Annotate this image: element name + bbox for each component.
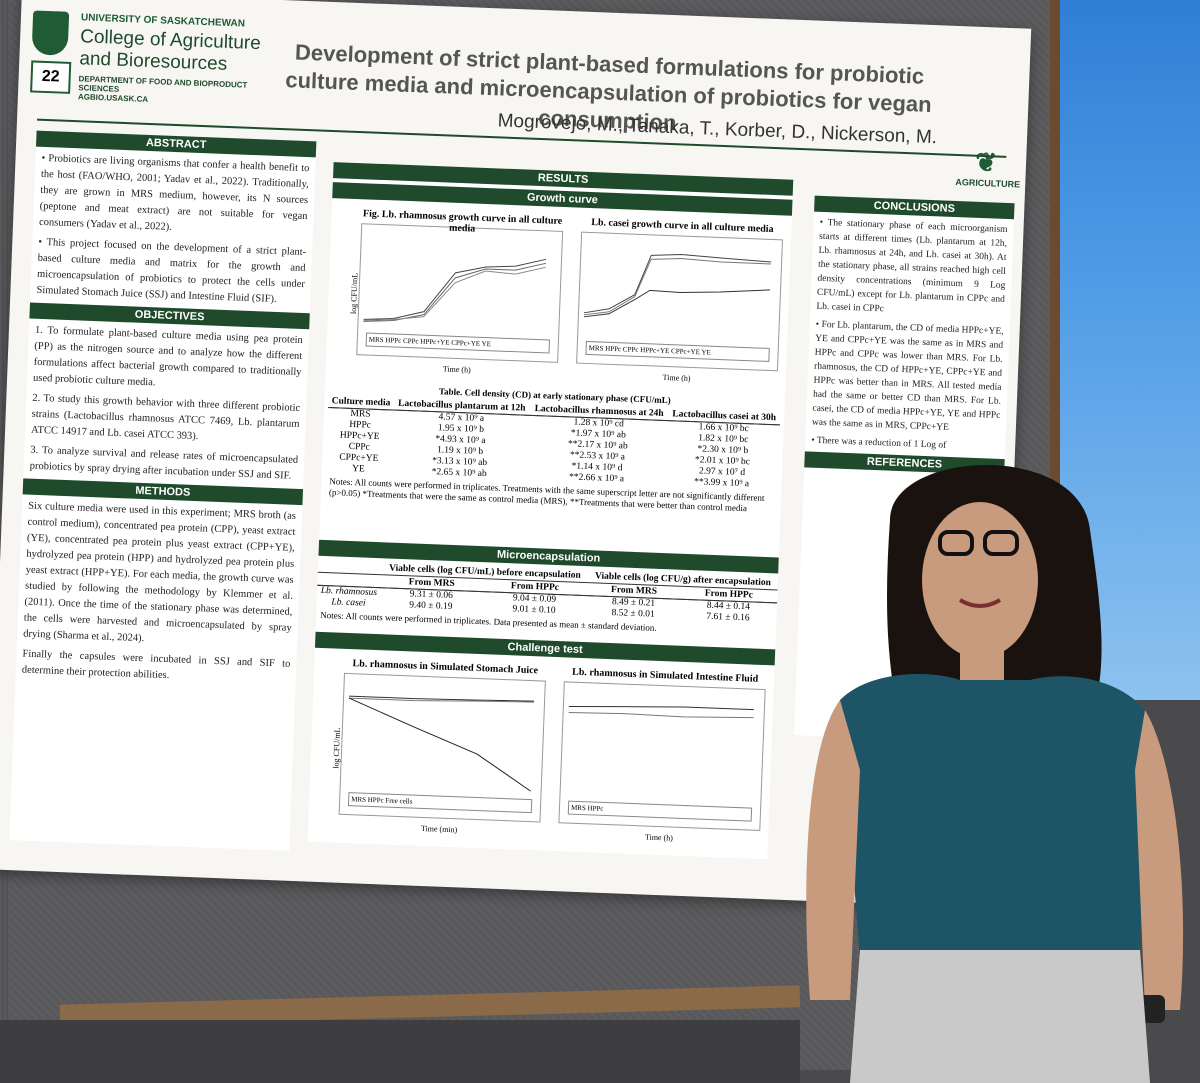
sif-title: Lb. rhamnosus in Simulated Intestine Flu… (571, 666, 759, 685)
left-arm (806, 700, 860, 1000)
smile (958, 598, 1002, 608)
conclusion-p1: • The stationary phase of each microorga… (816, 217, 1008, 315)
microencapsulation-block: Microencapsulation Viable cells (log CFU… (316, 539, 779, 641)
glasses-left (938, 530, 974, 556)
research-poster: 22 UNIVERSITY OF SASKATCHEWAN College of… (0, 0, 1032, 909)
left-column: ABSTRACT • Probiotics are living organis… (9, 130, 317, 851)
rhamnosus-curves (363, 258, 547, 322)
rhamnosus-xlabel: Time (h) (442, 364, 471, 375)
abstract-p2: • This project focused on the developmen… (36, 236, 307, 305)
sif-curves (568, 706, 754, 719)
rhamnosus-growth-chart: Fig. Lb. rhamnosus growth curve in all c… (349, 208, 564, 375)
trousers (850, 950, 1150, 1083)
sif-xlabel: Time (h) (644, 832, 674, 843)
sif-chart: Lb. rhamnosus in Simulated Intestine Flu… (558, 667, 766, 843)
ssj-title: Lb. rhamnosus in Simulated Stomach Juice (352, 658, 539, 677)
objective-3: 3. To analyze survival and release rates… (29, 444, 299, 482)
agriculture-logo: ❦ AGRICULTURE (955, 146, 1021, 190)
conclusions-heading: CONCLUSIONS (814, 195, 1015, 220)
objective-2: 2. To study this growth behavior with th… (30, 392, 301, 443)
casei-growth-chart: Lb. casei growth curve in all culture me… (576, 217, 783, 383)
methods-p2: Finally the capsules were incubated in S… (21, 648, 291, 682)
face (922, 502, 1038, 658)
conclusion-p2: • For Lb. plantarum, the CD of media HPP… (811, 319, 1004, 433)
results-column: RESULTS Growth curve Fig. Lb. rhamnosus … (307, 162, 794, 860)
glasses-right (983, 530, 1019, 556)
department-name: DEPARTMENT OF FOOD AND BIOPRODUCT SCIENC… (78, 74, 279, 109)
agriculture-label: AGRICULTURE (955, 176, 1021, 190)
cell-density-table-block: Table. Cell density (CD) at early statio… (325, 380, 781, 517)
right-arm (1135, 710, 1184, 1010)
objective-1: 1. To formulate plant-based culture medi… (32, 324, 303, 389)
ssj-ylabel: log CFU/mL (331, 727, 342, 769)
university-shield-icon (31, 10, 70, 56)
casei-chart-title: Lb. casei growth curve in all culture me… (591, 217, 774, 236)
ssj-xlabel: Time (min) (420, 823, 458, 835)
casei-curves (583, 254, 772, 318)
methods-p1: Six culture media were used in this expe… (23, 500, 297, 645)
presenter-person (806, 465, 1184, 1083)
sprout-icon: ❦ (974, 146, 998, 178)
rhamnosus-ylabel: log CFU/mL (348, 272, 360, 315)
ssj-curves (348, 695, 535, 792)
abstract-p1: • Probiotics are living organisms that c… (38, 152, 310, 233)
blouse (840, 674, 1145, 960)
casei-xlabel: Time (h) (662, 372, 691, 383)
badge: 22 (30, 60, 72, 94)
college-name: College of Agriculture and Bioresources (78, 26, 262, 75)
floor (0, 1020, 800, 1083)
ssj-chart: Lb. rhamnosus in Simulated Stomach Juice… (331, 658, 546, 834)
